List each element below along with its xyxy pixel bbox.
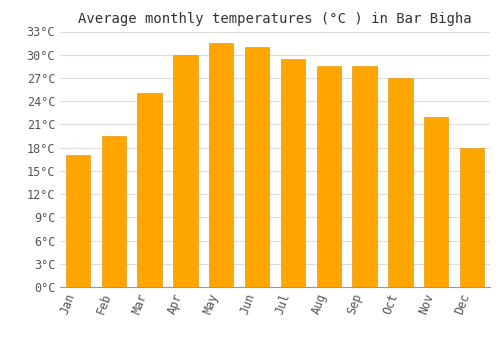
Bar: [66, 155, 90, 287]
Bar: [460, 148, 484, 287]
Bar: [138, 93, 162, 287]
Bar: [280, 58, 305, 287]
Bar: [102, 136, 126, 287]
Bar: [316, 66, 341, 287]
Bar: [352, 66, 377, 287]
Bar: [424, 117, 448, 287]
Bar: [173, 55, 198, 287]
Title: Average monthly temperatures (°C ) in Bar Bigha: Average monthly temperatures (°C ) in Ba…: [78, 12, 472, 26]
Bar: [209, 43, 234, 287]
Bar: [388, 78, 412, 287]
Bar: [245, 47, 270, 287]
